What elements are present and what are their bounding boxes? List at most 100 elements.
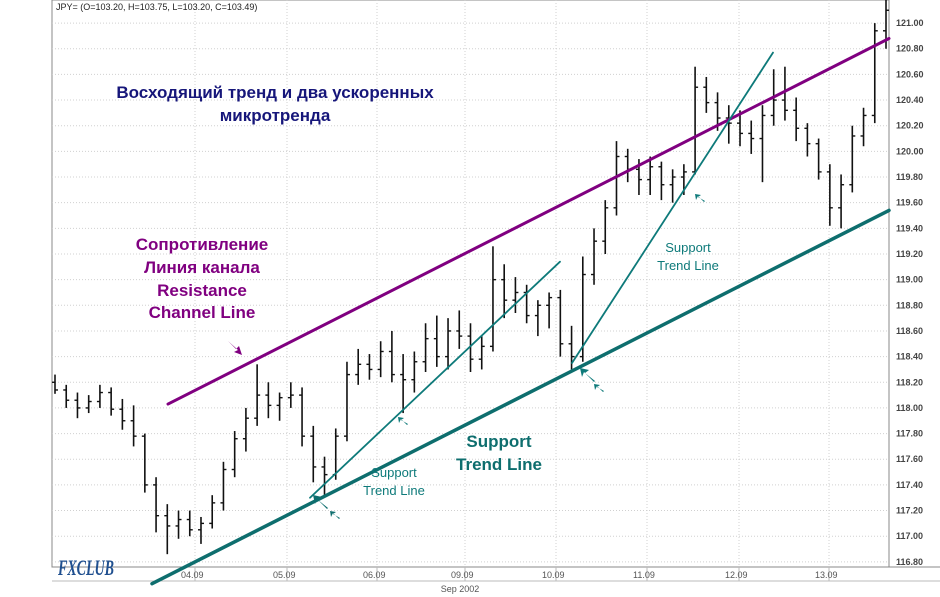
ohlc-bar [602,200,609,254]
resistance-label-1: Сопротивление [136,235,268,254]
ohlc-bar [445,318,452,370]
ohlc-bar [669,169,676,203]
x-tick-label: 04.09 [181,570,204,580]
annotation-arrows [226,194,705,519]
ohlc-bar [175,510,182,539]
support-main-label-1: Support [466,432,531,451]
y-tick-label: 117.80 [896,429,923,439]
ohlc-bar [141,433,148,493]
ohlc-bar [512,277,519,314]
ohlc-bar [489,246,496,352]
ohlc-bar [725,105,732,144]
ohlc-bar [74,392,81,419]
ohlc-bar [197,516,204,544]
x-tick-label: 05.09 [273,570,296,580]
x-tick-label: 12.09 [725,570,748,580]
ohlc-bar [422,323,429,373]
support-main-label-2: Trend Line [456,455,542,474]
y-axis-ticks: 121.00 120.80 120.60 120.40 120.20 120.00 119.… [896,18,924,567]
ohlc-bar [186,510,193,537]
ohlc-bar [287,382,294,408]
ohlc-bar [860,107,867,147]
y-tick-label: 120.00 [896,146,924,156]
arrow-micro3 [695,194,705,202]
ohlc-bar [871,23,878,124]
ohlc-bar [52,374,58,394]
ohlc-bar [838,174,845,229]
support-micro1-label-1: Support [371,465,417,480]
ohlc-bar [658,161,665,201]
support-micro2-label-2: Trend Line [657,258,719,273]
y-tick-label: 117.60 [896,454,923,464]
y-tick-label: 120.60 [896,69,924,79]
y-tick-label: 121.00 [896,18,924,28]
ohlc-header: JPY= (O=103.20, H=103.75, L=103.20, C=10… [56,2,257,12]
resistance-channel-line [166,36,891,406]
ohlc-bar [321,456,328,496]
x-tick-label: 13.09 [815,570,838,580]
title-ru-line2: микротренда [220,106,331,125]
arrow-resistance [226,339,242,355]
ohlc-bar [153,477,160,533]
trend-lines [150,36,891,586]
title-ru-line1: Восходящий тренд и два ускоренных [116,83,434,102]
ohlc-bar [96,384,103,408]
ohlc-bar [310,425,317,483]
ohlc-bar [63,384,70,408]
resistance-label-4: Channel Line [149,303,256,322]
fxclub-logo: FXCLUB [57,555,114,580]
y-tick-label: 118.40 [896,352,923,362]
ohlc-bar [478,336,485,370]
y-tick-label: 117.00 [896,531,923,541]
ohlc-bar [647,156,654,195]
y-tick-label: 118.80 [896,300,923,310]
y-tick-label: 119.80 [896,172,923,182]
y-tick-label: 117.40 [896,480,923,490]
x-month-label: Sep 2002 [441,584,480,594]
plot-frame [51,0,890,568]
ohlc-bar [366,354,373,380]
y-tick-label: 118.20 [896,377,923,387]
ohlc-bar [546,292,553,329]
ohlc-bar [849,125,856,193]
y-tick-label: 117.20 [896,506,923,516]
svg-text:FXCLUB: FXCLUB [57,555,114,580]
ohlc-bar [265,382,272,419]
ohlc-bar [355,348,362,385]
ohlc-bar [433,315,440,367]
ohlc-bar [467,323,474,373]
ohlc-bar [411,351,418,393]
ohlc-bar [737,110,744,147]
ohlc-bar [220,461,227,511]
ohlc-bar [804,123,811,157]
ohlc-bar [557,289,564,357]
ohlc-bar [209,495,216,529]
y-tick-label: 119.40 [896,223,923,233]
x-axis-ticks: 04.09 05.09 06.09 09.09 10.09 11.09 12.09 13.09 [181,567,838,581]
ohlc-bar [130,405,137,447]
support-micro-trend-1 [309,260,561,499]
y-tick-label: 120.20 [896,121,924,131]
ohlc-bar [108,387,115,416]
ohlc-bar [164,504,171,555]
ohlc-bar [781,66,788,121]
ohlc-bar [343,361,350,442]
ohlc-bar [119,398,126,430]
ohlc-bar [231,431,238,478]
y-tick-label: 119.00 [896,275,923,285]
arrow-support-a [313,495,328,509]
ohlc-bar [591,228,598,285]
ohlc-bar [85,395,92,414]
ohlc-bar [759,105,766,183]
support-micro2-label-1: Support [665,240,711,255]
ohlc-bar [456,310,463,349]
ohlc-bar [276,392,283,421]
y-tick-label: 116.80 [896,557,923,567]
arrow-support-b [330,511,340,519]
ohlc-bar [692,66,699,175]
ohlc-bar [400,354,407,414]
x-tick-label: 11.09 [633,570,655,580]
ohlc-bar [815,138,822,180]
